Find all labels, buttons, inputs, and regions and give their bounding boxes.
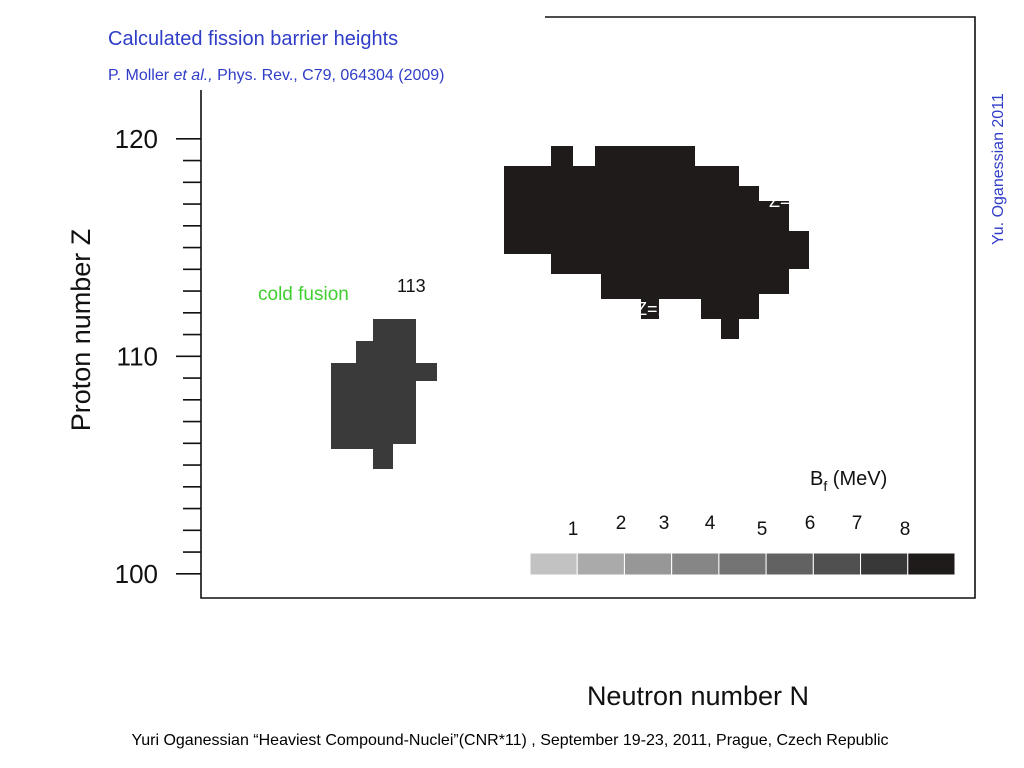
label-spherical: spherical — [814, 278, 912, 299]
credit-label: Yu. Oganessian 2011 — [990, 93, 1007, 245]
y-tick-label: 100 — [115, 559, 158, 589]
deformed-island-contour — [329, 317, 439, 471]
reference-journal: Phys. Rev., C79, 064304 (2009) — [213, 67, 445, 84]
colorbar-label: 4 — [705, 513, 716, 534]
y-tick-label: 110 — [117, 341, 158, 371]
colorbar-swatch — [718, 552, 767, 576]
reference-authors: P. Moller — [108, 67, 174, 84]
colorbar-swatch — [576, 552, 625, 576]
label-z108: 108 — [251, 385, 281, 405]
spherical-island-contour — [502, 144, 811, 341]
colorbar-swatch — [812, 552, 862, 576]
colorbar-label: 1 — [568, 519, 579, 540]
y-axis-label: Proton number Z — [66, 229, 96, 432]
y-tick-label: 120 — [115, 124, 158, 154]
cold-fusion-label: cold fusion — [258, 284, 349, 305]
colorbar-swatch — [529, 552, 578, 576]
colorbar-swatch — [623, 552, 673, 576]
colorbar-title: Bf (MeV) — [810, 468, 887, 494]
colorbar-label: 6 — [805, 513, 816, 534]
label-deformed: deformed — [427, 426, 514, 447]
chart-title: Calculated fission barrier heights — [108, 28, 398, 50]
colorbar-swatch — [907, 552, 956, 576]
colorbar-label: 3 — [659, 513, 670, 534]
label-z113: 113 — [397, 276, 426, 296]
reference-et-al: et al., — [174, 67, 213, 84]
colorbar-title-unit: (MeV) — [827, 468, 887, 490]
colorbar-label: 8 — [900, 519, 911, 540]
colorbar-label: 7 — [852, 513, 863, 534]
chart-reference: P. Moller et al., Phys. Rev., C79, 06430… — [108, 67, 445, 84]
label-z110: 110 — [269, 343, 298, 363]
colorbar-title-sub: f — [823, 478, 827, 494]
colorbar-swatch — [860, 552, 909, 576]
colorbar-label: 2 — [616, 513, 627, 534]
label-z112: Z=112 — [636, 299, 686, 319]
plot-frame — [200, 16, 976, 599]
footer-text: Yuri Oganessian “Heaviest Compound-Nucle… — [131, 732, 888, 749]
colorbar-swatch — [671, 552, 720, 576]
colorbar: 1 2 3 4 5 6 7 8 — [529, 513, 956, 576]
colorbar-swatch — [765, 552, 814, 576]
x-axis-label: Neutron number N — [587, 681, 809, 711]
y-axis-ticks: 100 110 120 — [115, 124, 201, 589]
colorbar-title-main: B — [810, 468, 823, 490]
colorbar-label: 5 — [757, 519, 768, 540]
island-contours — [329, 144, 811, 471]
label-z117: Z=117 — [769, 191, 819, 211]
